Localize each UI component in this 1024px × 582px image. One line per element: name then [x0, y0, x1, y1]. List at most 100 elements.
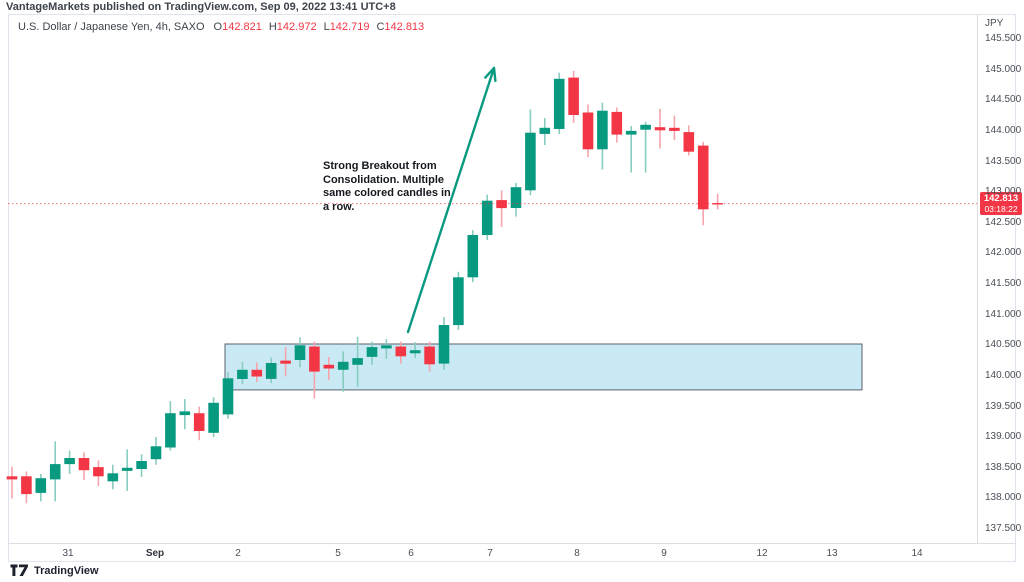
candle [510, 182, 522, 217]
low-label: L [323, 21, 330, 33]
price-tick: 142.500 [985, 216, 1022, 228]
candle [625, 126, 637, 173]
time-tick: 2 [235, 548, 241, 559]
candle [49, 441, 61, 502]
candle [193, 406, 205, 441]
candle [323, 356, 335, 381]
candle [697, 141, 709, 226]
currency-label: JPY [985, 18, 1004, 29]
candle [381, 339, 392, 359]
candle [352, 336, 363, 387]
time-tick: 12 [756, 548, 768, 559]
high-value: 142.972 [276, 21, 317, 33]
candle [107, 464, 119, 490]
price-tick: 145.000 [985, 63, 1022, 75]
candle [21, 471, 32, 504]
candle [654, 108, 666, 149]
candle [395, 341, 407, 364]
close-label: C [376, 21, 385, 33]
price-tick: 144.500 [985, 94, 1022, 106]
annotation-line: same colored candles in [323, 187, 451, 199]
candle [568, 70, 579, 123]
price-tick: 143.000 [985, 186, 1022, 198]
candle [453, 271, 464, 330]
close-value: 142.813 [384, 21, 425, 33]
symbol-legend[interactable]: U.S. Dollar / Japanese Yen, 4h, SAXO O142… [18, 21, 431, 33]
candle [121, 449, 133, 491]
candle [265, 357, 277, 384]
breakout-arrow-layer [406, 66, 497, 334]
price-tick: 141.000 [985, 308, 1022, 320]
low-value: 142.719 [329, 21, 370, 33]
candle [136, 454, 147, 477]
symbol-title: U.S. Dollar / Japanese Yen, 4h, SAXO [18, 21, 205, 33]
last-price-value: 142.813 [983, 193, 1019, 205]
candle [179, 399, 191, 430]
price-tick: 139.000 [985, 431, 1022, 443]
time-tick: 5 [335, 548, 341, 559]
price-tick: 138.500 [985, 461, 1022, 473]
candle [150, 437, 162, 465]
time-tick: 6 [408, 548, 414, 559]
price-tick: 142.000 [985, 247, 1022, 259]
breakout-annotation-text[interactable]: Strong Breakout from Consolidation. Mult… [323, 160, 451, 214]
consolidation-box[interactable] [224, 343, 863, 391]
bar-countdown: 03:18:22 [984, 204, 1018, 215]
candle [35, 473, 47, 502]
publish-watermark: VantageMarkets published on TradingView.… [6, 1, 396, 13]
candle [280, 347, 291, 377]
candle [251, 362, 263, 382]
candle [309, 341, 320, 399]
open-label: O [213, 21, 223, 33]
candle [64, 450, 75, 474]
candle [683, 125, 695, 156]
candle [6, 466, 18, 499]
high-label: H [268, 21, 277, 33]
candles-layer [6, 70, 723, 504]
breakout-arrow[interactable] [406, 66, 497, 334]
candle [78, 452, 90, 480]
annotation-line: Strong Breakout from [323, 160, 437, 172]
price-tick: 145.500 [985, 33, 1022, 44]
candle [409, 342, 421, 359]
tradingview-logo-icon [10, 564, 28, 576]
price-tick: 143.500 [985, 155, 1022, 167]
time-tick: 31 [62, 548, 74, 559]
time-tick: 8 [574, 548, 580, 559]
price-tick: 138.000 [985, 492, 1022, 504]
price-tick: 144.000 [985, 124, 1022, 136]
price-tick: 140.000 [985, 369, 1022, 381]
candle [165, 401, 176, 451]
candle [539, 118, 551, 145]
candle [93, 460, 104, 487]
price-tick: 139.500 [985, 400, 1022, 412]
price-axis[interactable]: JPY 142.813 03:18:22 145.500 145.000 144.5… [977, 14, 1024, 543]
price-tick: 137.500 [985, 523, 1022, 534]
annotation-line: a row. [323, 200, 355, 213]
time-tick: 9 [661, 548, 667, 559]
candle [669, 115, 680, 141]
tradingview-logo-text: TradingView [34, 564, 99, 577]
candle [496, 190, 507, 227]
annotation-line: Consolidation. Multiple [323, 173, 444, 186]
candle [366, 341, 378, 365]
candle [424, 341, 435, 372]
candle [712, 193, 723, 210]
price-tick: 141.500 [985, 278, 1022, 289]
price-tick: 140.500 [985, 339, 1022, 351]
time-axis[interactable]: 31 Sep 2 5 6 7 8 9 12 13 14 [8, 543, 1016, 563]
time-tick: 7 [487, 548, 493, 559]
tradingview-logo[interactable]: TradingView [10, 564, 99, 577]
candle [237, 361, 248, 385]
consolidation-box-layer [224, 343, 863, 391]
candle [582, 104, 594, 158]
open-value: 142.821 [222, 21, 262, 33]
candle [553, 72, 565, 134]
candle [467, 230, 479, 283]
candle [481, 194, 493, 240]
chart-frame [8, 14, 1016, 562]
candle [611, 107, 623, 143]
time-tick: 14 [911, 548, 923, 559]
